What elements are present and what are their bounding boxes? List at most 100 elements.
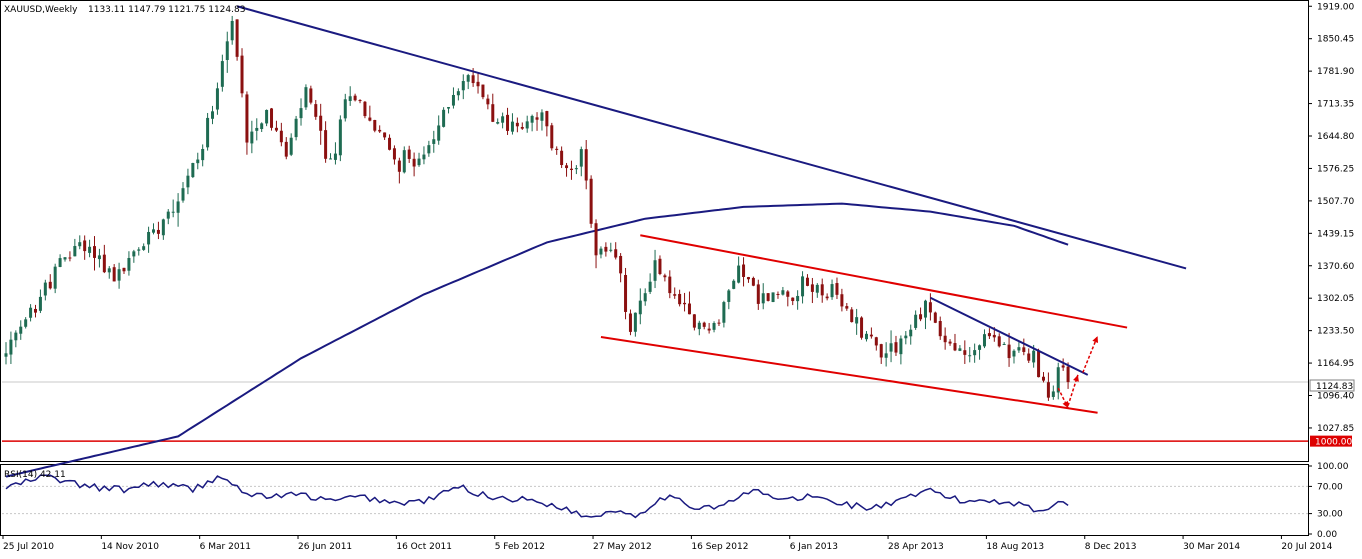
grid-layer [2, 381, 1308, 442]
candle [687, 291, 691, 315]
candle [565, 162, 569, 177]
rsi-layer [2, 474, 1308, 519]
candle [274, 120, 278, 132]
candle [584, 140, 588, 190]
candle [963, 340, 967, 364]
candle [776, 291, 780, 299]
candle [855, 308, 859, 335]
candle [181, 182, 185, 203]
candle [373, 119, 377, 133]
candle [4, 342, 8, 365]
candle [240, 48, 244, 98]
rsi-title: RSI(14) 42.11 [4, 470, 66, 480]
price-tick-label: 1507.70 [1317, 197, 1354, 207]
candle [466, 73, 470, 90]
candle [353, 93, 357, 102]
projection-arrow [1067, 374, 1079, 406]
candle [633, 312, 637, 337]
candle [751, 276, 755, 287]
candle [68, 251, 72, 262]
projection-arrow [1057, 387, 1069, 409]
rsi-axis: 100.00 70.00 30.00 0.00 [1308, 462, 1349, 540]
candle [451, 87, 455, 109]
candle [805, 274, 809, 287]
price-tick-label: 1576.25 [1317, 164, 1354, 174]
candle [284, 137, 288, 160]
candle [589, 175, 593, 228]
candle [363, 100, 367, 119]
candle [938, 316, 942, 340]
candle [432, 130, 436, 153]
candle [260, 122, 264, 132]
candle [510, 113, 514, 135]
candle [894, 335, 898, 356]
candle [874, 336, 878, 351]
time-tick-label: 27 May 2012 [593, 542, 652, 552]
rsi-tick-label: 100.00 [1317, 462, 1349, 472]
candle [93, 236, 97, 271]
candle [19, 320, 23, 340]
candle [727, 289, 731, 310]
candle [34, 304, 38, 318]
time-axis: 25 Jul 2010 14 Nov 2010 6 Mar 2011 26 Jun 2… [2, 535, 1333, 552]
candle [319, 103, 323, 145]
current-price-marker-box [1309, 379, 1355, 392]
candle [756, 279, 760, 310]
candle [973, 343, 977, 363]
candle [250, 120, 254, 154]
moving-average-line [5, 202, 1069, 478]
candle [161, 218, 165, 240]
candle [333, 142, 337, 165]
candle [255, 118, 259, 141]
time-tick-label: 30 Mar 2014 [1183, 542, 1240, 552]
price-tick-label: 1644.80 [1317, 132, 1354, 142]
candle [343, 93, 347, 122]
candle [378, 125, 382, 133]
candle [412, 152, 416, 177]
candle [820, 278, 824, 303]
candle [520, 122, 524, 130]
candle [132, 249, 136, 263]
candle [97, 248, 101, 268]
candle [648, 273, 652, 295]
candle [604, 242, 608, 257]
candle [958, 345, 962, 352]
long-term-resistance-trendline [236, 5, 1187, 270]
candle [329, 153, 333, 160]
time-tick-label: 26 Jun 2011 [298, 542, 352, 552]
rsi-panel-frame [0, 464, 1309, 536]
main-chart-frame [0, 0, 1309, 462]
price-tick-label: 1713.35 [1317, 100, 1354, 110]
candle [206, 112, 210, 151]
candle [1046, 372, 1050, 401]
candle [884, 342, 888, 367]
candle [869, 327, 873, 339]
candle [889, 330, 893, 363]
candle [815, 283, 819, 298]
candle [9, 331, 13, 364]
candle [176, 193, 180, 227]
candle [1066, 362, 1070, 389]
candle [225, 31, 229, 73]
candle [392, 145, 396, 165]
candle [152, 223, 156, 235]
candle [29, 304, 33, 322]
time-tick-label: 14 Nov 2010 [101, 542, 159, 552]
candle [447, 107, 451, 114]
candle [579, 146, 583, 177]
level-price-marker: 1000.00 [1315, 438, 1352, 448]
symbol-timeframe: XAUUSD,Weekly [4, 5, 78, 15]
candle [368, 105, 372, 122]
candle [338, 115, 342, 162]
candle [953, 333, 957, 352]
candle [830, 279, 834, 300]
candle [550, 122, 554, 151]
candle [1056, 362, 1060, 400]
candle [835, 277, 839, 300]
candle [599, 246, 603, 259]
candle [299, 98, 303, 126]
candle [860, 316, 864, 340]
candle [442, 107, 446, 128]
